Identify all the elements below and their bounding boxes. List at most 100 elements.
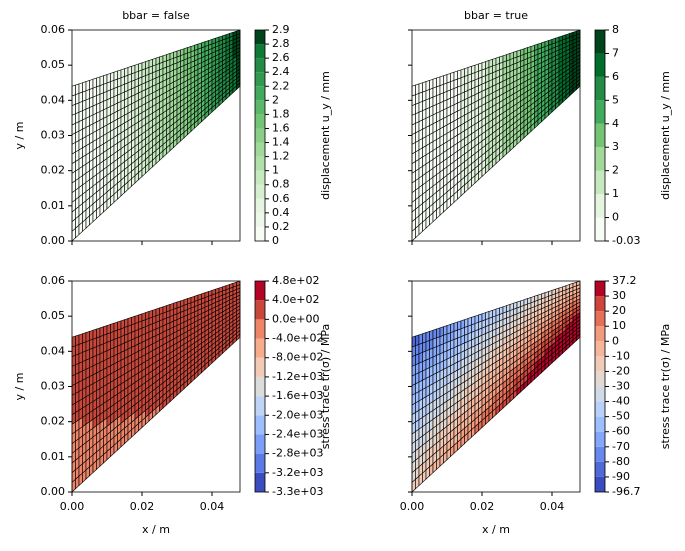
mesh-cell <box>222 285 227 292</box>
colorbar-cell <box>595 401 605 417</box>
mesh-cell <box>492 57 497 67</box>
colorbar-cell <box>255 434 265 454</box>
mesh-cell <box>436 336 441 348</box>
mesh-cell <box>92 328 97 340</box>
mesh-cell <box>99 83 104 95</box>
colorbar-cell <box>255 338 265 358</box>
mesh-cell <box>75 353 80 366</box>
colorbar-tick-label: 2 <box>612 164 619 177</box>
mesh-cell <box>75 334 80 347</box>
mesh-cell <box>492 308 497 318</box>
mesh-cell <box>166 53 171 62</box>
mesh-cell <box>92 95 97 107</box>
mesh-cell <box>562 34 567 41</box>
mesh-cell <box>71 345 76 358</box>
mesh-cell <box>551 288 556 296</box>
mesh-cell <box>204 40 209 47</box>
colorbar-cell <box>595 30 605 54</box>
mesh-cell <box>467 316 472 327</box>
mesh-cell <box>450 322 455 334</box>
mesh-cell <box>450 79 455 91</box>
mesh-cell <box>558 286 563 293</box>
colorbar-tick-label: 37.2 <box>612 274 637 287</box>
colorbar-frame <box>254 280 266 493</box>
mesh-cell <box>411 335 416 348</box>
mesh-cell <box>436 76 441 88</box>
colorbar-tick-label: 0 <box>272 234 279 247</box>
mesh-cell <box>215 287 220 295</box>
mesh-cell <box>446 323 451 335</box>
mesh-cell <box>415 334 420 347</box>
mesh-cell <box>141 312 146 322</box>
mesh-cell <box>555 287 560 295</box>
mesh-cell <box>152 57 157 67</box>
mesh-cell <box>415 102 420 115</box>
mesh-cell <box>141 61 146 71</box>
mesh-cell <box>520 299 525 308</box>
mesh-cell <box>89 87 94 99</box>
mesh-cell <box>180 299 185 308</box>
colorbar-label: displacement u_y / mm <box>659 71 672 200</box>
y-tick-label: 0.05 <box>41 58 66 71</box>
mesh-cell <box>89 96 94 108</box>
colorbar-cell <box>255 86 265 101</box>
mesh-cell <box>411 354 416 367</box>
mesh-cell <box>194 43 199 51</box>
y-tick-label: 0.04 <box>41 344 66 357</box>
mesh-cell <box>415 362 420 375</box>
colorbar-cell <box>255 128 265 143</box>
y-tick-label: 0.03 <box>41 129 66 142</box>
mesh-cell <box>110 330 115 342</box>
mesh-cell <box>443 333 448 345</box>
mesh-cell <box>411 345 416 358</box>
mesh-cell <box>439 83 444 95</box>
mesh-cell <box>78 100 83 113</box>
mesh-cell <box>425 330 430 343</box>
colorbar-tick-label: 2.2 <box>272 79 290 92</box>
x-tick-label: 0.02 <box>130 500 155 513</box>
colorbar-tick-label: 1 <box>272 164 279 177</box>
colorbar-cell <box>255 376 265 397</box>
mesh-cell <box>89 329 94 341</box>
colorbar-tick-label: 0 <box>612 211 619 224</box>
mesh-cell <box>197 42 202 50</box>
mesh-cell <box>99 75 104 86</box>
mesh-cell <box>187 296 192 305</box>
colorbar-tick-label: -2.4e+03 <box>272 427 323 440</box>
mesh-cell <box>148 58 153 68</box>
colorbar-tick-label: 1.4 <box>272 136 290 149</box>
colorbar-cell <box>595 356 605 372</box>
colorbar-cell <box>595 123 605 148</box>
mesh-cell <box>78 91 83 104</box>
colorbar-tick-label: -4.0e+02 <box>272 332 323 345</box>
mesh-cell <box>103 333 108 345</box>
mesh-cell <box>92 346 97 358</box>
mesh-cell <box>418 100 423 113</box>
colorbar-cell <box>595 446 605 462</box>
colorbar-cell <box>595 416 605 432</box>
subplot-title: bbar = true <box>464 9 528 22</box>
mesh-cell <box>516 300 521 309</box>
x-tick-label: 0.04 <box>200 500 225 513</box>
mesh-cell <box>71 113 76 126</box>
mesh-cell <box>211 37 216 45</box>
mesh-cell <box>159 306 164 315</box>
mesh-cell <box>439 334 444 346</box>
colorbar-cell <box>255 319 265 339</box>
mesh-cell <box>110 79 115 91</box>
colorbar-tick-label: -20 <box>612 364 630 377</box>
mesh-cell <box>194 294 199 302</box>
mesh-cell <box>425 340 430 352</box>
mesh-cell <box>411 103 416 116</box>
colorbar-cell <box>255 357 265 377</box>
mesh-cell <box>96 85 101 97</box>
mesh-cell <box>513 50 518 59</box>
mesh-cell <box>120 319 125 330</box>
mesh-cell <box>82 81 87 93</box>
colorbar-tick-label: 4.8e+02 <box>272 274 319 287</box>
mesh-cell <box>506 53 511 62</box>
mesh-cell <box>190 295 195 304</box>
mesh-cell <box>134 314 139 324</box>
mesh-cell <box>443 325 448 336</box>
mesh-cell <box>106 72 111 84</box>
